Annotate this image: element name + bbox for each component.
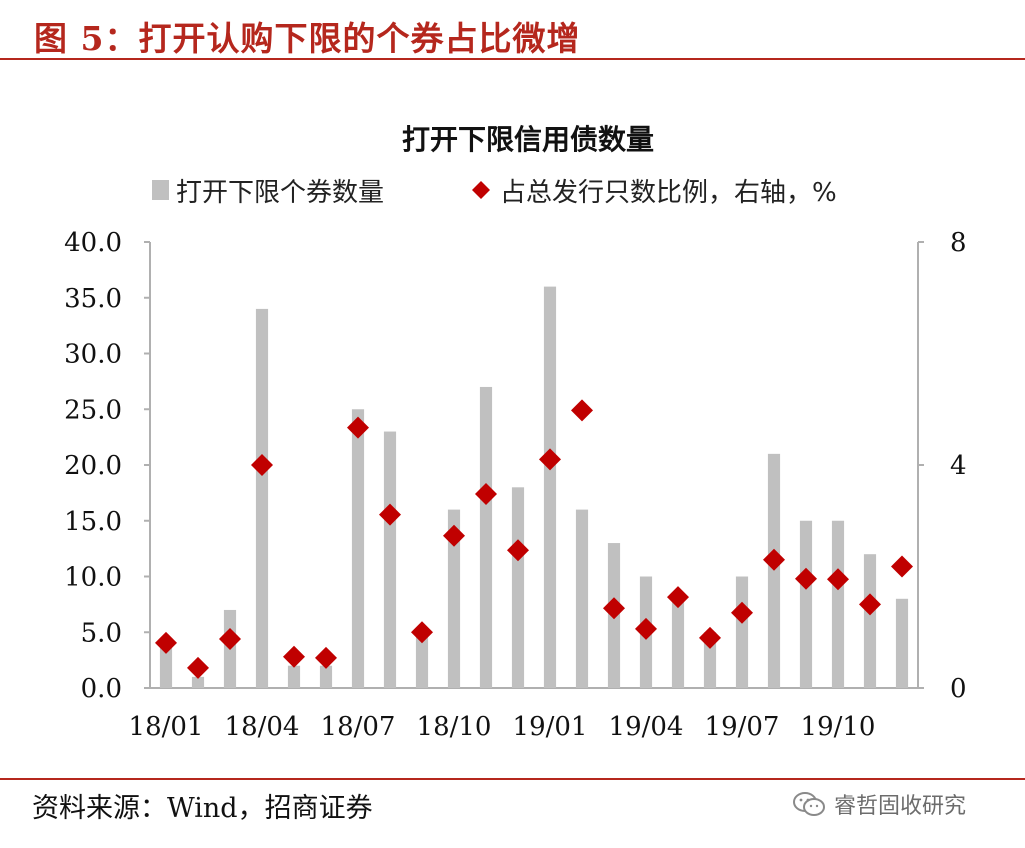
plot-area: 0.0 5.0 10.0 15.0 20.0 25.0 30.0 35.0 40.0 0 4 8 18/…	[64, 228, 966, 742]
watermark: 睿哲固收研究	[792, 788, 966, 820]
chart: 打开下限信用债数量 打开下限个券数量 占总发行只数比例，右轴，% 0.0 5.0 1…	[64, 123, 966, 742]
watermark-label: 睿哲固收研究	[834, 794, 967, 819]
diamond-marker	[635, 617, 657, 640]
diamond-marker	[539, 448, 561, 471]
diamond-marker	[187, 656, 209, 679]
diamond-marker	[603, 597, 625, 620]
x-tick-label: 18/04	[225, 712, 300, 742]
bar	[159, 643, 173, 688]
bar	[863, 554, 877, 688]
diamond-marker	[475, 482, 497, 505]
x-tick-label: 18/01	[129, 712, 204, 742]
legend-diamond-marker	[472, 181, 490, 199]
left-tick-label: 35.0	[64, 284, 122, 314]
bar	[287, 665, 301, 688]
x-tick-label: 18/10	[417, 712, 492, 742]
bar	[671, 598, 685, 688]
legend-diamond-label: 占总发行只数比例，右轴，%	[500, 178, 837, 208]
diamond-marker	[443, 524, 465, 547]
wechat-icon	[793, 792, 825, 816]
right-tick-label: 0	[950, 674, 967, 704]
diamond-marker	[283, 645, 305, 668]
bar	[383, 431, 397, 688]
diamond-marker	[795, 567, 817, 590]
bar	[895, 598, 909, 688]
figure-title: 图 5：打开认购下限的个券占比微增	[34, 19, 581, 58]
left-tick-label: 25.0	[64, 395, 122, 425]
bar	[479, 386, 493, 688]
diamond-marker	[859, 593, 881, 616]
left-tick-label: 5.0	[81, 618, 122, 648]
right-tick-label: 4	[950, 451, 967, 481]
left-tick-label: 10.0	[64, 563, 122, 593]
diamond-marker	[411, 621, 433, 644]
diamond-marker	[315, 646, 337, 669]
bar	[511, 487, 525, 688]
diamond-marker	[155, 631, 177, 654]
bar	[415, 632, 429, 688]
chart-title: 打开下限信用债数量	[402, 123, 654, 156]
left-tick-label: 40.0	[64, 228, 122, 258]
diamond-marker	[507, 539, 529, 562]
right-tick-label: 8	[950, 228, 967, 258]
x-tick-label: 19/10	[801, 712, 876, 742]
bar	[703, 632, 717, 688]
bar	[767, 453, 781, 688]
footer-divider	[0, 778, 1025, 780]
diamond-marker	[347, 416, 369, 439]
bar	[831, 520, 845, 688]
diamond-marker	[763, 548, 785, 571]
legend-bar-label: 打开下限个券数量	[176, 178, 384, 208]
left-tick-label: 20.0	[64, 451, 122, 481]
diamond-marker	[219, 627, 241, 650]
left-tick-label: 30.0	[64, 340, 122, 370]
x-tick-label: 18/07	[321, 712, 396, 742]
x-tick-label: 19/07	[705, 712, 780, 742]
diamond-marker	[571, 399, 593, 422]
diamond-marker	[891, 555, 913, 578]
title-divider	[0, 58, 1025, 60]
bar	[799, 520, 813, 688]
bar	[351, 409, 365, 688]
diamond-marker	[251, 454, 273, 476]
diamond-marker	[379, 503, 401, 526]
bar	[191, 676, 205, 688]
x-tick-label: 19/01	[513, 712, 588, 742]
bar	[447, 509, 461, 688]
diamond-marker	[667, 586, 689, 609]
diamond-marker	[827, 568, 849, 591]
bar	[319, 665, 333, 688]
x-tick-label: 19/04	[609, 712, 684, 742]
diamond-marker	[731, 601, 753, 624]
left-tick-label: 15.0	[64, 507, 122, 537]
source-note: 资料来源：Wind，招商证券	[32, 793, 373, 824]
bar	[255, 308, 269, 688]
diamond-marker	[699, 626, 721, 649]
bar	[575, 509, 589, 688]
legend: 打开下限个券数量 占总发行只数比例，右轴，%	[152, 178, 837, 208]
left-tick-label: 0.0	[81, 674, 122, 704]
bar	[735, 576, 749, 688]
bar	[543, 286, 557, 688]
legend-bar-swatch	[152, 180, 169, 200]
